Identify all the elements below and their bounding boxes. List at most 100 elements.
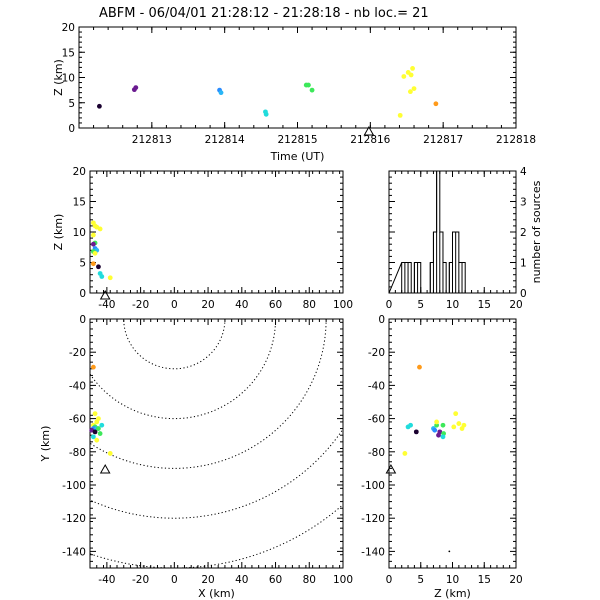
source-point [437, 429, 443, 435]
y-tick-label: 0 [79, 314, 86, 326]
axes-frame [388, 318, 517, 569]
x-tick-label: -20 [132, 574, 149, 586]
source-point [263, 111, 269, 117]
x-tick-label: 40 [235, 574, 248, 586]
source-point [456, 421, 462, 426]
x-tick-label: 80 [303, 299, 316, 311]
x-tick-label: 5 [417, 574, 424, 586]
source-point [218, 90, 224, 96]
source-point [97, 226, 103, 232]
x-tick-label: 15 [478, 299, 491, 311]
x-tick-label: 10 [446, 574, 459, 586]
station-triangle [363, 126, 375, 136]
y-tick-label: -20 [368, 347, 385, 359]
source-point [92, 411, 98, 417]
x-tick-label: 20 [509, 299, 522, 311]
altitude-y-panel: 0 5 10 15 20 -140 -120 -100 -80 -60 -40 -20 0 Z (km) [361, 314, 523, 600]
source-point [90, 434, 96, 440]
source-point [408, 72, 414, 78]
x-tick-label: -40 [98, 299, 115, 311]
source-point [94, 419, 100, 425]
y-tick-label: 0 [79, 288, 86, 300]
y-axis-label: number of sources [530, 180, 543, 283]
figure-title: ABFM - 06/04/01 21:28:12 - 21:28:18 - nb… [99, 6, 429, 21]
y-axis-label: Y (km) [39, 426, 52, 463]
source-point [309, 87, 315, 93]
source-point [451, 424, 457, 430]
axes-frame [89, 318, 344, 569]
x-axis-label: Time (UT) [270, 150, 325, 163]
plan-view-panel: -40 -20 0 20 40 60 80 100 -140 -120 -100 -80 -60 -40 -… [39, 314, 353, 600]
time-altitude-panel: 212813 212814 212815 212816 212817 212818 0 5 10… [52, 22, 536, 163]
y-tick-label: 0 [378, 314, 385, 326]
source-point [440, 422, 446, 428]
y-tick-label: 10 [62, 73, 75, 85]
x-tick-label: 80 [303, 574, 316, 586]
source-point [90, 241, 96, 247]
y-tick-label: -40 [368, 380, 385, 392]
y-tick-label: 0 [68, 123, 75, 135]
source-point [99, 274, 105, 279]
x-axis-label: Z (km) [434, 587, 471, 600]
source-point [434, 419, 440, 425]
y-tick-label: -60 [69, 414, 86, 426]
x-axis-label: X (km) [198, 587, 235, 600]
x-tick-label: 60 [269, 299, 282, 311]
x-tick-label: 15 [478, 574, 491, 586]
source-point [440, 434, 446, 440]
y-tick-label: -40 [69, 380, 86, 392]
x-tick-label: 0 [386, 574, 393, 586]
y-tick-label: 5 [79, 258, 86, 270]
source-point [432, 427, 438, 433]
y-tick-label: -100 [62, 480, 86, 492]
source-point [90, 232, 96, 238]
y-tick-label: 15 [62, 47, 75, 59]
x-tick-label: 100 [333, 574, 353, 586]
source-point [397, 112, 403, 118]
y-tick-label: -60 [368, 414, 385, 426]
x-tick-label: 212815 [277, 134, 317, 146]
source-point [408, 422, 413, 428]
source-point [90, 364, 96, 370]
source-point [107, 451, 113, 456]
x-tick-label: 40 [235, 299, 248, 311]
x-altitude-panel: -40 -20 0 20 40 60 80 100 0 5 10 15 20 Z (km) [52, 166, 353, 311]
source-point [402, 451, 408, 456]
source-point [417, 364, 422, 370]
source-point [433, 101, 439, 107]
source-point [90, 261, 96, 267]
y-tick-label: 0 [520, 288, 527, 300]
x-tick-label: 20 [201, 574, 214, 586]
y-tick-label: 3 [520, 197, 527, 209]
x-tick-label: 212817 [423, 134, 463, 146]
x-tick-label: 10 [446, 299, 459, 311]
y-tick-label: 20 [62, 22, 75, 34]
source-point [434, 422, 440, 428]
source-point [306, 82, 311, 88]
y-tick-label: -120 [361, 513, 385, 525]
source-point [133, 85, 139, 90]
x-tick-label: 0 [171, 574, 178, 586]
source-point [92, 250, 98, 256]
y-tick-label: -140 [62, 546, 86, 558]
y-axis-label: Z (km) [52, 59, 65, 96]
y-tick-label: -140 [361, 546, 385, 558]
x-tick-label: 212816 [350, 134, 390, 146]
y-tick-label: -20 [69, 347, 86, 359]
x-tick-label: 5 [417, 299, 424, 311]
source-point [461, 422, 467, 428]
y-tick-label: 1 [520, 258, 527, 270]
source-point [96, 264, 101, 270]
x-tick-label: 212818 [496, 134, 536, 146]
x-tick-label: 212813 [132, 134, 172, 146]
source-point [94, 437, 100, 443]
x-tick-label: -20 [132, 299, 149, 311]
source-point [99, 422, 105, 428]
y-tick-label: 4 [520, 166, 527, 178]
source-point [96, 426, 101, 431]
source-point [107, 275, 113, 281]
y-tick-label: -80 [69, 447, 86, 459]
source-point [96, 103, 102, 109]
source-point [448, 550, 451, 553]
